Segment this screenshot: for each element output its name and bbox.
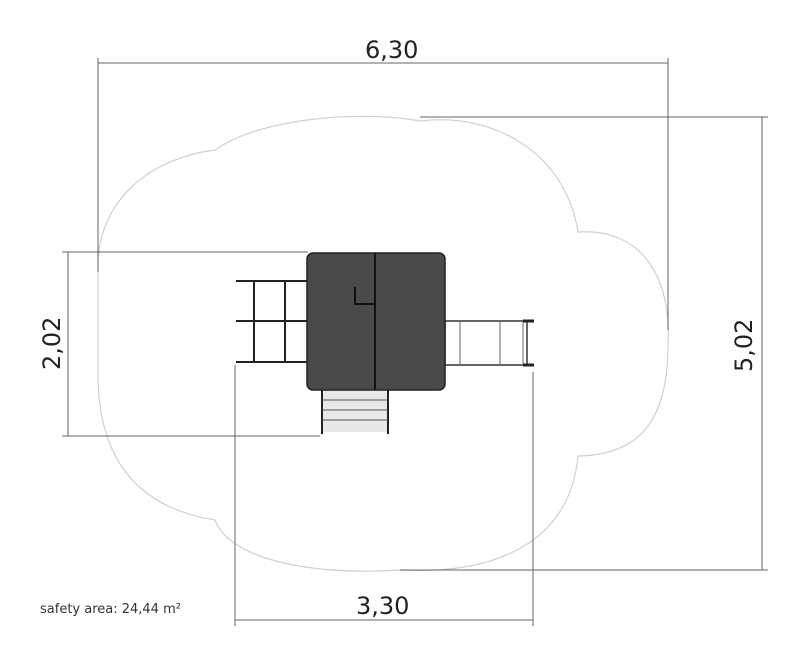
safety-area-label: safety area: 24,44 m²	[40, 602, 181, 617]
slide	[444, 319, 534, 367]
dimension-equipment-depth: 2,02	[38, 316, 66, 370]
platform-deck	[306, 252, 446, 391]
stairs	[321, 390, 389, 434]
dimension-equipment-width: 3,30	[356, 592, 410, 620]
dimension-overall-width: 6,30	[365, 36, 419, 64]
ladder	[236, 280, 308, 363]
safety-area-outline	[97, 115, 669, 572]
dimension-overall-depth: 5,02	[730, 318, 758, 372]
dimension-lines	[62, 58, 768, 626]
